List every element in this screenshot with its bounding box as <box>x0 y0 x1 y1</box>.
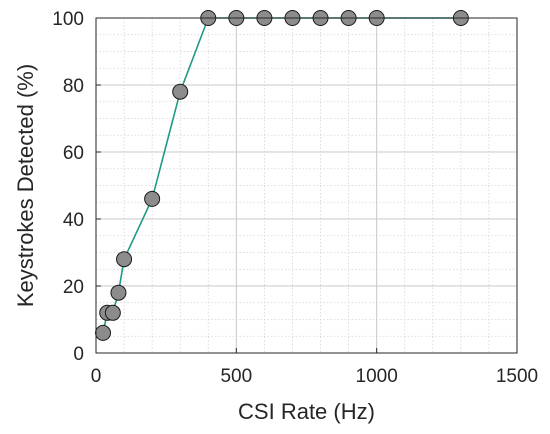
x-tick-label: 1500 <box>496 366 538 387</box>
y-axis-title: Keystrokes Detected (%) <box>13 64 38 307</box>
y-tick-label: 40 <box>63 210 84 231</box>
plot-frame <box>95 17 518 354</box>
y-tick-label: 80 <box>63 76 84 97</box>
data-point <box>116 251 133 268</box>
series-layer <box>95 10 469 341</box>
y-tick-label: 100 <box>52 9 84 30</box>
data-point <box>172 83 189 100</box>
y-tick-label: 60 <box>63 143 84 164</box>
data-point <box>144 190 161 207</box>
ticks-layer <box>95 17 518 354</box>
y-tick-label: 0 <box>73 344 84 365</box>
x-tick-label: 500 <box>220 366 252 387</box>
y-tick-label: 20 <box>63 277 84 298</box>
x-tick-label: 0 <box>91 366 102 387</box>
data-point <box>104 304 121 321</box>
x-tick-label: 1000 <box>356 366 398 387</box>
x-axis-title: CSI Rate (Hz) <box>238 399 375 424</box>
x-tick-labels: 0 500 1000 1500 <box>91 366 538 387</box>
minor-grid <box>96 18 517 353</box>
y-tick-labels: 0 20 40 60 80 100 <box>52 9 84 365</box>
data-point <box>110 284 127 301</box>
data-point <box>95 324 112 341</box>
